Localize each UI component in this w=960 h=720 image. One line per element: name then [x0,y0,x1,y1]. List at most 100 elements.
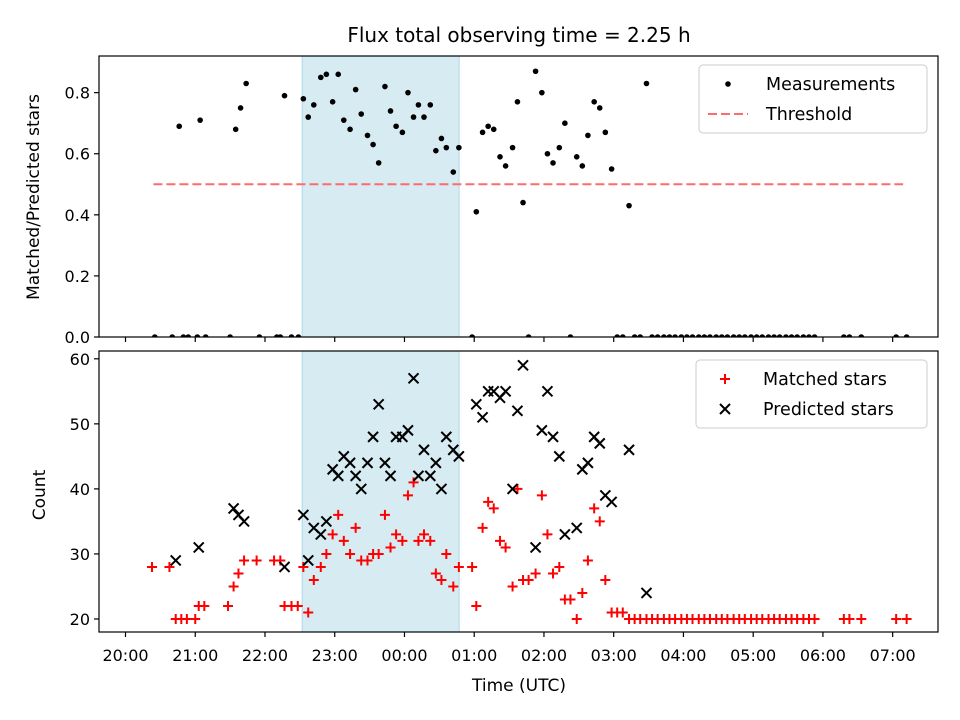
measurement-point [707,334,713,337]
measurement-point [678,334,685,337]
matched-star-marker [338,535,349,546]
top-legend: Measurements Threshold [698,64,928,134]
predicted-star-marker [238,515,250,528]
matched-star-marker [327,529,338,540]
measurement-point [227,334,233,337]
legend-predicted-marker [719,403,731,415]
matched-star-marker [594,516,605,527]
measurement-point [718,334,725,337]
matched-star-marker [321,548,332,559]
bottom-legend: Matched stars Predicted stars [695,359,928,429]
matched-star-marker [223,600,234,611]
predicted-star-marker [278,561,291,573]
top-y-axis-label: Matched/Predicted stars [24,94,44,300]
measurement-point [689,334,696,337]
measurement-point [281,92,288,99]
matched-star-marker [362,555,373,566]
measurement-point [382,83,388,90]
predicted-star-marker [302,554,314,567]
matched-star-marker [373,548,384,559]
matched-star-marker [901,613,912,624]
y-tick-label: 50 [70,415,90,434]
predicted-star-marker [559,528,571,541]
measurement-point [748,334,754,337]
measurement-point [151,334,158,337]
matched-star-marker [617,607,628,618]
x-tick-label: 07:00 [870,646,916,665]
bottom-panel: 20 30 40 50 60 20:00 21:00 22:00 23:00 00:00 01:00… [70,350,939,665]
matched-star-marker [565,594,576,605]
matched-star-marker [441,548,452,559]
y-tick-label: 0.4 [65,206,90,225]
predicted-star-marker [517,359,529,372]
measurement-point [806,334,812,337]
measurement-point [602,129,609,136]
observing-interval-shade [301,55,460,338]
y-tick-label: 0.2 [65,267,90,286]
matched-star-marker [844,613,855,624]
measurement-point [405,89,411,96]
measurement-point [800,334,807,337]
x-tick-label: 06:00 [800,646,846,665]
measurement-point [197,117,203,123]
measurement-point [490,126,497,133]
matched-star-marker [233,568,244,579]
predicted-star-marker [435,483,448,495]
matched-star-marker [430,568,441,579]
measurement-point [794,334,800,337]
predicted-star-marker [361,457,374,469]
x-tick-label: 04:00 [660,646,706,665]
measurement-point [649,334,655,337]
measurement-point [450,169,457,175]
measurement-point [169,334,176,337]
measurement-point [375,160,382,166]
predicted-star-marker [412,470,425,482]
matched-star-marker [467,561,478,572]
x-tick-label: 21:00 [172,646,218,665]
matched-star-marker [413,535,424,546]
measurement-point [585,132,591,139]
matched-star-marker [542,529,553,540]
matched-star-marker [303,607,314,618]
matched-star-marker [298,561,309,572]
measurement-point [730,334,737,337]
measurement-point [399,129,406,136]
measurement-point [619,334,626,337]
x-tick-label: 22:00 [242,646,288,665]
top-panel: 0.0 0.2 0.4 0.6 0.8 Measurements Threshold [65,55,939,347]
matched-star-marker [418,529,429,540]
measurement-point [415,102,422,108]
predicted-star-marker [320,515,333,528]
y-tick-label: 0.0 [65,328,90,347]
matched-star-marker [425,535,436,546]
measurement-point [340,117,347,123]
matched-star-marker [809,613,820,624]
measurement-point [364,132,371,139]
measurement-point [695,334,702,337]
y-tick-label: 0.6 [65,145,90,164]
matched-star-marker [530,568,541,579]
measurement-point [608,166,615,172]
measurement-point [626,202,632,209]
matched-star-marker [333,509,344,520]
measurement-point [846,334,853,337]
matched-star-marker [856,613,867,624]
predicted-star-marker [170,554,182,567]
measurement-point [544,150,551,157]
measurement-point [562,120,568,126]
measurement-point [410,114,417,120]
measurement-point [701,334,708,337]
matched-star-marker [548,568,559,579]
measurement-point [237,105,244,111]
measurement-point [509,144,516,151]
measurement-point [556,144,563,151]
matched-star-marker [477,522,488,533]
measurement-point [232,126,239,133]
matched-star-marker [512,483,523,494]
star-count-markers [147,359,912,624]
predicted-star-marker [582,457,594,469]
predicted-star-marker [384,470,397,482]
predicted-star-marker [315,528,327,541]
measurement-point [567,334,574,337]
